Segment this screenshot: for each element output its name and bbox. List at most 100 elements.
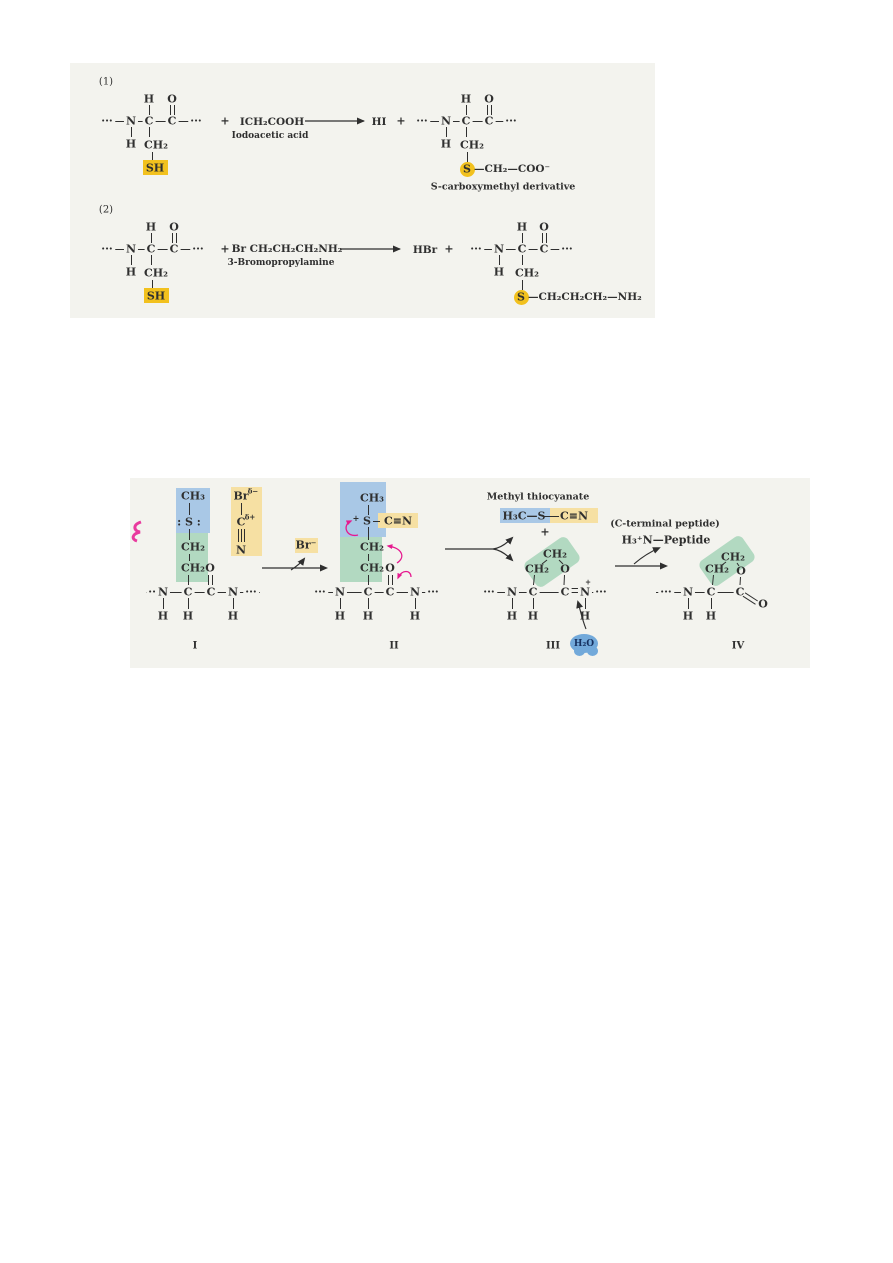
group-CH2: CH₂: [515, 266, 539, 280]
bond: [512, 598, 513, 609]
bond: [368, 505, 369, 515]
atom-H: H: [579, 609, 591, 623]
step-label-III: III: [545, 640, 561, 652]
atom-H: H: [460, 92, 472, 106]
methyl-sulfide-highlight: [340, 482, 386, 537]
backbone-dots: ···: [99, 114, 115, 128]
electron-arrow-N: [397, 570, 412, 580]
atom-H: H: [362, 609, 374, 623]
bond: [131, 127, 132, 137]
sh-highlight: [143, 160, 168, 175]
atom-H: H: [682, 609, 694, 623]
bond: [467, 152, 468, 162]
backbone-dots: ···: [99, 242, 115, 256]
bond: [188, 575, 189, 585]
atom-S: S: [363, 514, 371, 528]
atom-N: N: [235, 543, 247, 557]
positive-charge: +: [352, 513, 360, 523]
group-SH: SH: [146, 289, 166, 303]
group-CH2: CH₂: [181, 561, 205, 575]
methyl-sulfide-highlight: [500, 508, 550, 523]
bond-backbone: [146, 592, 260, 593]
bond: [522, 255, 523, 265]
backbone-dots: ···: [312, 585, 328, 599]
atom-O: O: [758, 597, 768, 611]
atom-C-carbonyl: C: [383, 585, 397, 599]
group-CH2: CH₂: [360, 540, 384, 554]
bond: [151, 233, 152, 243]
atom-C-carbonyl: C: [537, 242, 551, 256]
atom-N: N: [577, 585, 593, 599]
atom-H: H: [440, 137, 452, 151]
double-bond-CO: [742, 592, 758, 605]
atom-O: O: [385, 561, 395, 575]
bond: [368, 527, 369, 540]
step-label-I: I: [192, 640, 198, 652]
backbone-dots: ···: [425, 585, 441, 599]
atom-H: H: [125, 265, 137, 279]
electron-arrow-CH2: [386, 544, 403, 564]
bond: [189, 554, 190, 561]
atom-S: S: [463, 162, 471, 176]
side-chain-highlight: [176, 533, 208, 582]
bond: [368, 554, 369, 561]
atom-H: H: [506, 609, 518, 623]
peptide-leaving-arrow: [633, 547, 661, 565]
atom-C-alpha: C: [361, 585, 375, 599]
reagent-formula: ICH₂COOH: [239, 116, 305, 128]
group-CH3: CH₃: [360, 491, 384, 505]
bond: [466, 105, 467, 115]
double-bond: [208, 575, 213, 585]
group-CH2: CH₂: [705, 562, 729, 576]
atom-H: H: [409, 609, 421, 623]
atom-H: H: [227, 609, 239, 623]
bond: [131, 255, 132, 265]
plus-sign: +: [444, 242, 454, 256]
atom-O: O: [167, 92, 177, 106]
atom-O: O: [205, 561, 215, 575]
cnbr-highlight: [231, 487, 262, 556]
atom-C-carbonyl: C: [482, 114, 496, 128]
bond: [711, 598, 712, 609]
bond: [149, 105, 150, 115]
plus-sign: +: [396, 114, 406, 128]
atom-N: N: [407, 585, 423, 599]
bromide-highlight: [295, 538, 318, 553]
bond: [415, 598, 416, 609]
atom-C-alpha: C: [459, 114, 473, 128]
atom-C-carbonyl: C: [204, 585, 218, 599]
atom-C-alpha: C: [181, 585, 195, 599]
atom-C-alpha: C: [142, 114, 156, 128]
bond: [152, 152, 153, 160]
atom-S: S: [517, 290, 525, 304]
cyanide-highlight: [378, 513, 418, 528]
double-bond: [170, 105, 175, 115]
atom-N: N: [680, 585, 696, 599]
delta-plus: δ+: [244, 512, 256, 522]
product-name: S-carboxymethyl derivative: [430, 181, 576, 193]
backbone-dots: ···: [243, 585, 259, 599]
backbone-dots: ···: [559, 242, 575, 256]
group-CH2: CH₂: [181, 540, 205, 554]
water-molecule: [574, 646, 585, 656]
aminopropyl-chain: —CH₂CH₂CH₂—NH₂: [528, 291, 642, 303]
s-highlight-circle: [514, 290, 529, 305]
group-CN: C≡N: [559, 509, 589, 523]
atom-H: H: [527, 609, 539, 623]
triple-bond: [244, 529, 245, 542]
atom-O: O: [484, 92, 494, 106]
side-chain-highlight: [340, 537, 382, 582]
double-bond: [487, 105, 492, 115]
product-name: Methyl thiocyanate: [486, 491, 590, 503]
bond: [233, 598, 234, 609]
byproduct: HI: [371, 116, 387, 128]
atom-H: H: [157, 609, 169, 623]
sh-highlight: [144, 288, 169, 303]
atom-H: H: [143, 92, 155, 106]
atom-N: N: [225, 585, 241, 599]
bond: [368, 575, 369, 585]
bond: [149, 127, 150, 137]
bond: [340, 598, 341, 609]
backbone-dots: ···: [468, 242, 484, 256]
